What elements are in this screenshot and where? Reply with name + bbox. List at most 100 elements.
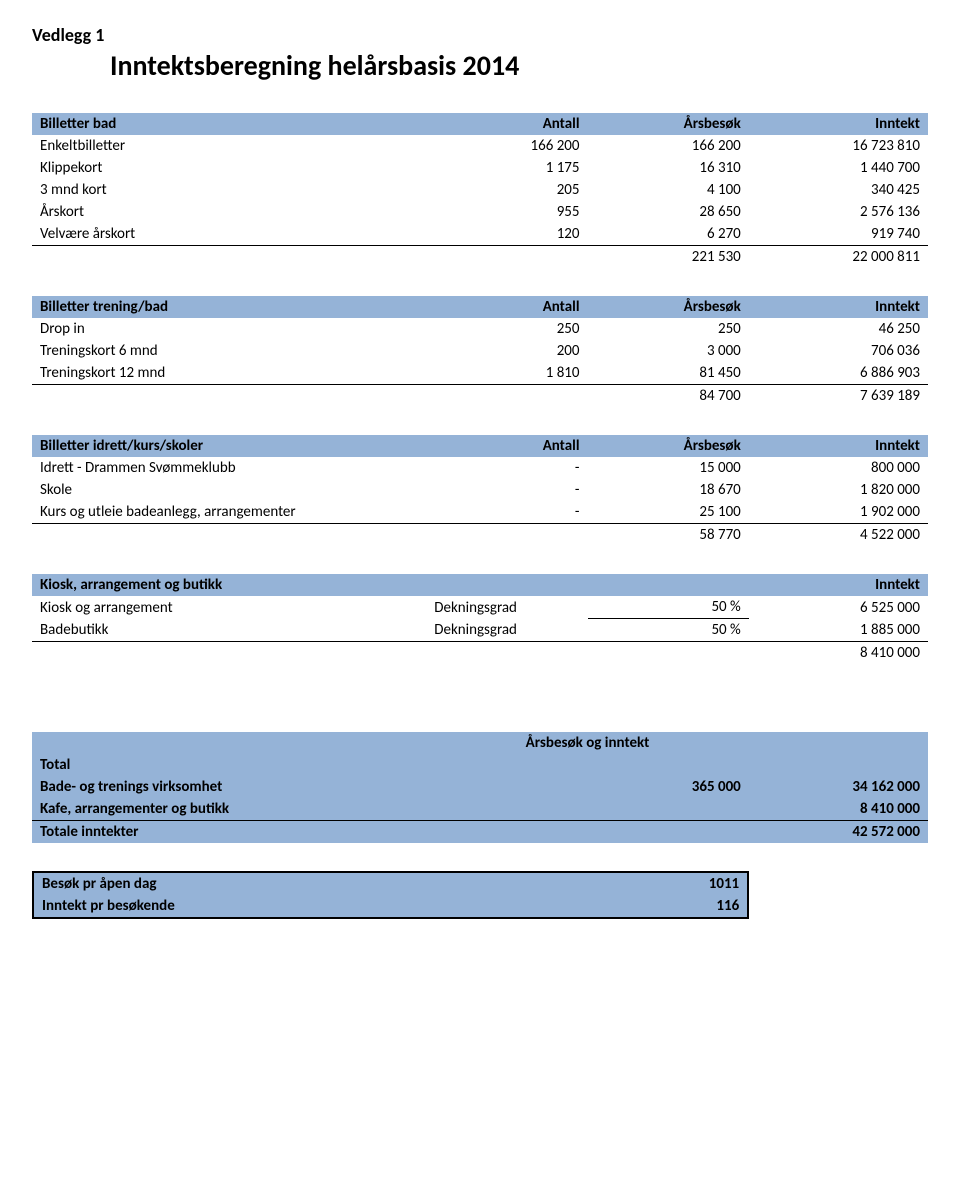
cell: 4 100 [588,179,749,201]
cell [32,385,426,408]
table-row: Idrett - Drammen Svømmeklubb - 15 000 80… [32,457,928,479]
cell: 16 310 [588,157,749,179]
cell: 919 740 [749,223,928,246]
cell: 1 885 000 [749,619,928,642]
cell: 81 450 [588,362,749,385]
cell: 340 425 [749,179,928,201]
cell [32,642,426,665]
total-visits: 221 530 [588,246,749,269]
cell: 46 250 [749,318,928,340]
cell: 250 [426,318,587,340]
row-label: Årskort [32,201,426,223]
col-header: Årsbesøk [588,296,749,318]
cell: 2 576 136 [749,201,928,223]
table-total-row: 84 700 7 639 189 [32,385,928,408]
cell [748,872,927,895]
cell [588,642,749,665]
row-label: Idrett - Drammen Svømmeklubb [32,457,426,479]
total-income: 8 410 000 [749,642,928,665]
row-label: Treningskort 6 mnd [32,340,426,362]
col-header [426,574,587,596]
table-row: Klippekort 1 175 16 310 1 440 700 [32,157,928,179]
cell: Dekningsgrad [426,596,587,619]
table-row: Total [32,754,928,776]
cell: 6 270 [588,223,749,246]
cell: 365 000 [588,776,749,798]
row-label: Badebutikk [32,619,426,642]
table-row: Inntekt pr besøkende 116 [33,895,927,918]
cell [749,732,928,754]
cell [426,895,587,918]
cell: Dekningsgrad [426,619,587,642]
table-total-row: 8 410 000 [32,642,928,665]
table-row: Treningskort 6 mnd 200 3 000 706 036 [32,340,928,362]
table-total-row: 221 530 22 000 811 [32,246,928,269]
cell [426,821,587,844]
cell: 28 650 [588,201,749,223]
row-label: Drop in [32,318,426,340]
cell [32,732,426,754]
total-income: 4 522 000 [749,524,928,547]
table-row: Velvære årskort 120 6 270 919 740 [32,223,928,246]
cell: 3 000 [588,340,749,362]
table-row: Besøk pr åpen dag 1011 [33,872,927,895]
row-label: Klippekort [32,157,426,179]
cell: - [426,501,587,524]
cell: - [426,457,587,479]
table-row: Enkeltbilletter 166 200 166 200 16 723 8… [32,135,928,157]
cell: 1 820 000 [749,479,928,501]
cell [32,524,426,547]
table-total-row: 58 770 4 522 000 [32,524,928,547]
cell: 955 [426,201,587,223]
cell [588,754,749,776]
cell [426,776,587,798]
summary-title: Årsbesøk og inntekt [426,732,749,754]
table-row: Treningskort 12 mnd 1 810 81 450 6 886 9… [32,362,928,385]
metric-value: 116 [587,895,748,918]
cell [426,754,587,776]
cell [426,385,587,408]
cell: 250 [588,318,749,340]
table-row: Skole - 18 670 1 820 000 [32,479,928,501]
cell [588,798,749,821]
col-header: Antall [426,113,587,135]
cell: 200 [426,340,587,362]
table-total-row: Totale inntekter 42 572 000 [32,821,928,844]
table-row: Bade- og trenings virksomhet 365 000 34 … [32,776,928,798]
cell [426,798,587,821]
table-row: Drop in 250 250 46 250 [32,318,928,340]
attachment-label: Vedlegg 1 [32,24,928,46]
table-row: Kurs og utleie badeanlegg, arrangementer… [32,501,928,524]
table-header-row: Billetter idrett/kurs/skoler Antall Årsb… [32,435,928,457]
total-visits: 84 700 [588,385,749,408]
cell: 205 [426,179,587,201]
table-billetter-idrett: Billetter idrett/kurs/skoler Antall Årsb… [32,435,928,546]
table-billetter-trening: Billetter trening/bad Antall Årsbesøk In… [32,296,928,407]
row-label: Treningskort 12 mnd [32,362,426,385]
col-header: Antall [426,296,587,318]
metric-value: 1011 [587,872,748,895]
table-row: Kiosk og arrangement Dekningsgrad 50 % 6… [32,596,928,619]
row-label: Bade- og trenings virksomhet [32,776,426,798]
col-header [588,574,749,596]
table-billetter-bad: Billetter bad Antall Årsbesøk Inntekt En… [32,113,928,268]
row-label: Kurs og utleie badeanlegg, arrangementer [32,501,426,524]
row-label: 3 mnd kort [32,179,426,201]
table-row: Årskort 955 28 650 2 576 136 [32,201,928,223]
row-label: Skole [32,479,426,501]
row-label: Total [32,754,426,776]
col-header: Billetter trening/bad [32,296,426,318]
cell: 1 810 [426,362,587,385]
row-label: Besøk pr åpen dag [33,872,426,895]
cell [749,754,928,776]
table-row: 3 mnd kort 205 4 100 340 425 [32,179,928,201]
col-header: Inntekt [749,574,928,596]
cell: 6 525 000 [749,596,928,619]
table-row: Kafe, arrangementer og butikk 8 410 000 [32,798,928,821]
cell [748,895,927,918]
table-header-row: Kiosk, arrangement og butikk Inntekt [32,574,928,596]
cell: 16 723 810 [749,135,928,157]
cell: 120 [426,223,587,246]
total-income: 22 000 811 [749,246,928,269]
cell [426,246,587,269]
